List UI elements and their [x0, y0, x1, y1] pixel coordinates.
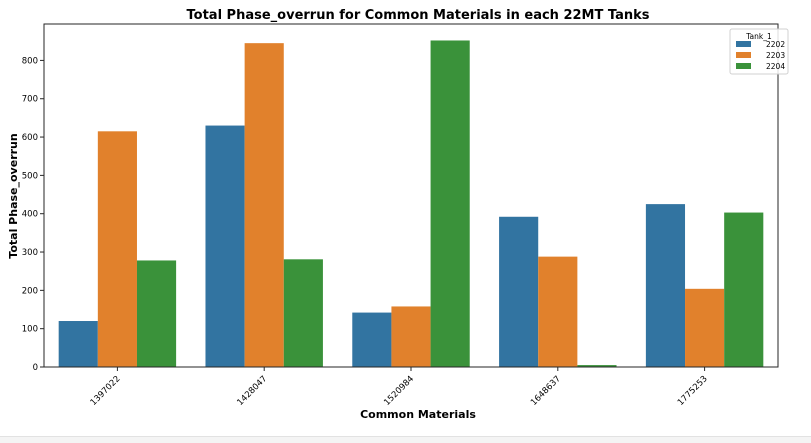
- y-tick-label: 0: [33, 363, 38, 373]
- chart-title: Total Phase_overrun for Common Materials…: [187, 8, 650, 23]
- bar-2202-1397022: [58, 321, 98, 367]
- legend-box: [729, 28, 789, 75]
- x-tick-label: 1775253: [676, 374, 710, 408]
- y-tick-label: 400: [22, 210, 38, 220]
- bars-group: [58, 40, 764, 368]
- x-tick-label: 1397022: [89, 374, 123, 408]
- y-tick-label: 500: [22, 171, 38, 181]
- bar-2204-1520984: [430, 40, 470, 367]
- x-tick-label: 1428047: [235, 374, 269, 408]
- legend: Tank_1 2202 2203 2204: [729, 28, 789, 75]
- legend-label-2202: 2202: [766, 40, 785, 49]
- y-axis-label: Total Phase_overrun: [7, 133, 20, 258]
- bar-2204-1397022: [136, 260, 177, 367]
- x-tick-label: 1520984: [382, 374, 416, 408]
- bar-2202-1775253: [645, 204, 686, 367]
- bar-2203-1397022: [97, 131, 137, 367]
- bar-2203-1775253: [685, 288, 725, 367]
- x-axis: 1397022 1428047 1520984 1648637 1775253: [89, 367, 710, 408]
- y-tick-label: 600: [22, 133, 38, 143]
- legend-title: Tank_1: [745, 32, 772, 41]
- bar-2203-1648637: [538, 256, 578, 367]
- y-tick-label: 800: [22, 56, 38, 66]
- legend-label-2203: 2203: [766, 51, 785, 60]
- y-tick-label: 700: [22, 95, 38, 105]
- y-tick-label: 100: [22, 325, 38, 335]
- bar-2204-1775253: [724, 212, 764, 367]
- bar-2202-1428047: [205, 125, 245, 368]
- y-tick-label: 200: [22, 286, 38, 296]
- bar-2202-1648637: [499, 216, 539, 367]
- x-tick-label: 1648637: [529, 374, 563, 408]
- bottom-divider: [0, 436, 811, 443]
- bar-2203-1520984: [391, 306, 431, 367]
- legend-label-2204: 2204: [766, 62, 785, 71]
- legend-swatch-2204: [736, 63, 751, 69]
- x-axis-label: Common Materials: [360, 408, 476, 421]
- bar-2204-1648637: [577, 365, 617, 367]
- bar-2204-1428047: [283, 259, 323, 367]
- legend-swatch-2203: [736, 52, 751, 58]
- y-tick-label: 300: [22, 248, 38, 258]
- legend-items: 2202 2203 2204: [736, 40, 785, 71]
- y-axis: 0 100 200 300 400 500 600 700 800: [22, 56, 44, 373]
- bar-2203-1428047: [244, 43, 284, 367]
- bar-2202-1520984: [352, 312, 392, 367]
- legend-swatch-2202: [736, 41, 751, 47]
